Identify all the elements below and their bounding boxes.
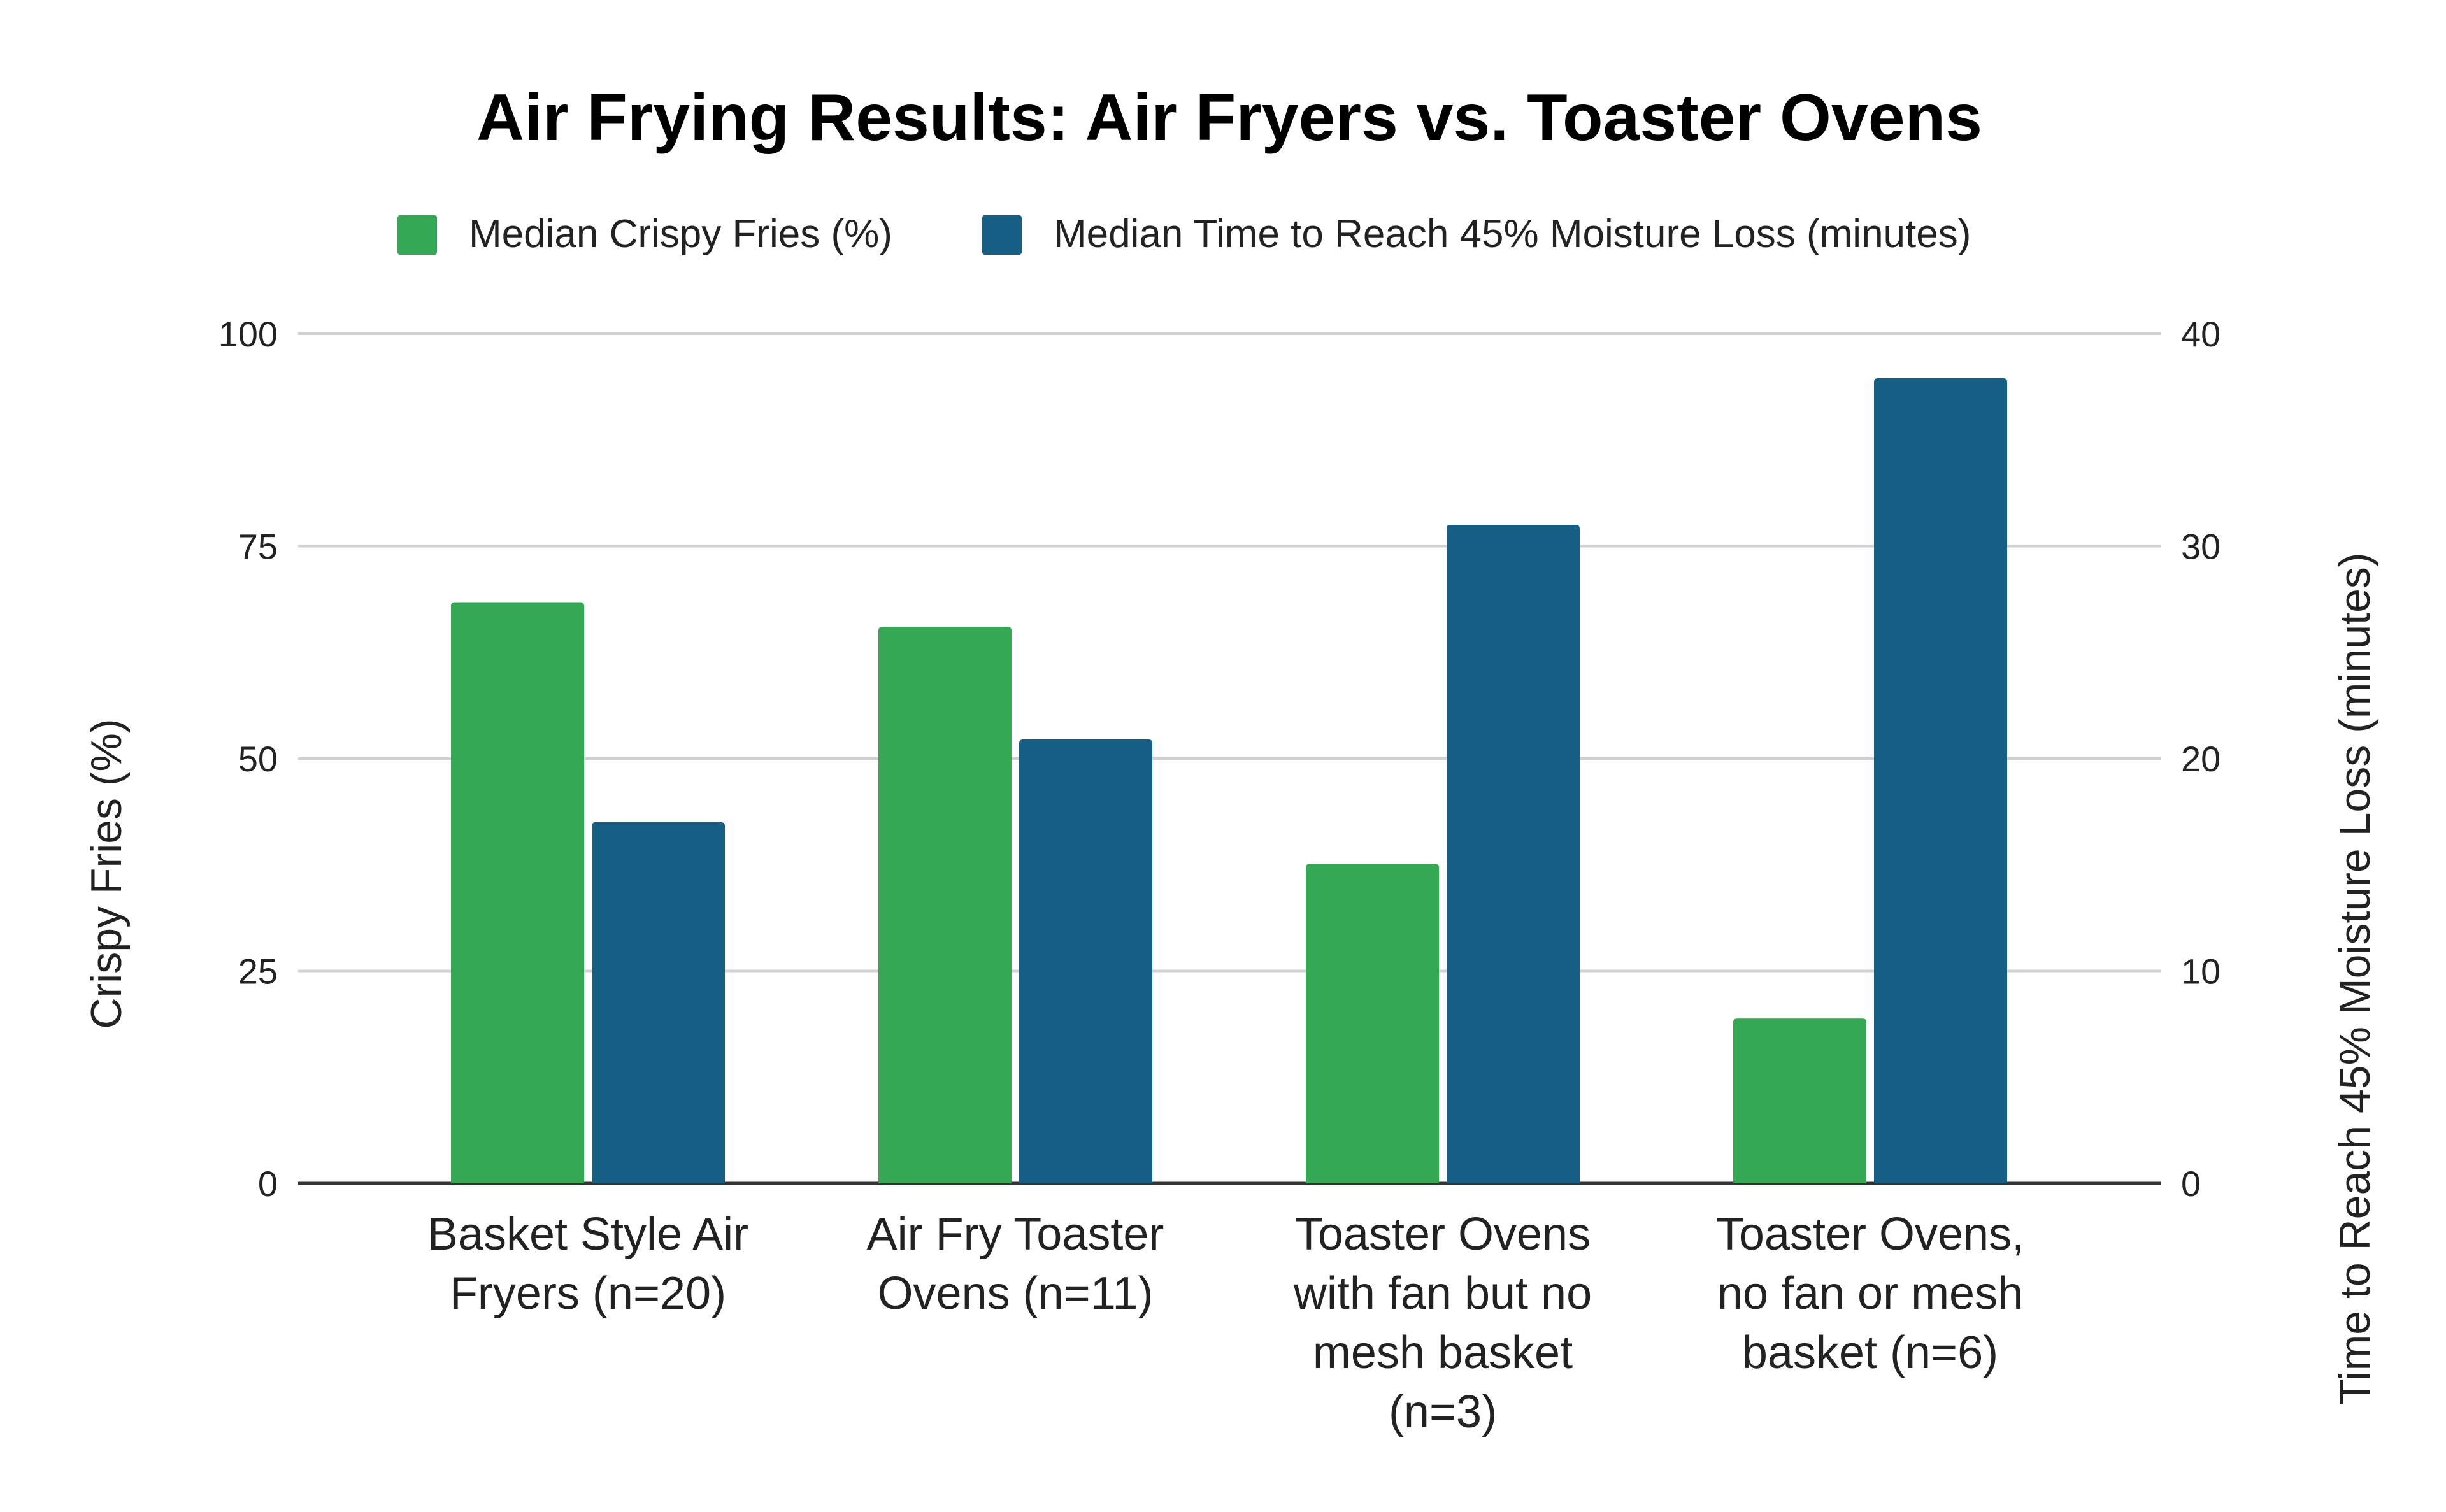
bar-crispy (1306, 864, 1439, 1183)
x-tick-label: (n=3) (1389, 1387, 1497, 1437)
y-tick-left: 0 (258, 1164, 278, 1204)
legend-swatch-time (982, 215, 1022, 255)
x-tick-label: with fan but no (1293, 1268, 1592, 1319)
y-axis-title-right: Time to Reach 45% Moisture Loss (minutes… (2331, 552, 2379, 1405)
y-tick-left: 100 (218, 314, 278, 354)
y-tick-right: 30 (2181, 527, 2221, 567)
y-tick-left: 50 (238, 739, 278, 779)
x-tick-label: Toaster Ovens (1295, 1209, 1591, 1260)
x-tick-label: no fan or mesh (1717, 1268, 2023, 1319)
bar-time (1447, 525, 1580, 1183)
x-tick-label: basket (n=6) (1742, 1327, 1998, 1378)
legend-swatch-crispy (397, 215, 437, 255)
y-tick-left: 25 (238, 952, 278, 992)
y-axis-title-left: Crispy Fries (%) (82, 718, 131, 1029)
bar-crispy (878, 627, 1012, 1183)
x-tick-label: Ovens (n=11) (878, 1268, 1154, 1319)
bar-time (592, 822, 725, 1183)
y-tick-right: 0 (2181, 1164, 2201, 1204)
legend-label-time: Median Time to Reach 45% Moisture Loss (… (1054, 212, 1971, 256)
x-tick-label: Basket Style Air (427, 1209, 748, 1260)
y-tick-right: 10 (2181, 952, 2221, 992)
y-tick-left: 75 (238, 527, 278, 567)
x-tick-label: Fryers (n=20) (450, 1268, 726, 1319)
y-tick-right: 40 (2181, 314, 2221, 354)
y-tick-right: 20 (2181, 739, 2221, 779)
bar-time (1874, 378, 2007, 1184)
x-tick-label: Air Fry Toaster (867, 1209, 1164, 1260)
x-tick-label: mesh basket (1313, 1327, 1573, 1378)
chart-title: Air Frying Results: Air Fryers vs. Toast… (476, 81, 1982, 155)
bar-crispy (451, 602, 584, 1183)
legend: Median Crispy Fries (%) Median Time to R… (397, 212, 1971, 256)
x-tick-label: Toaster Ovens, (1716, 1209, 2024, 1260)
legend-label-crispy: Median Crispy Fries (%) (469, 212, 892, 256)
bar-crispy (1733, 1018, 1866, 1183)
bar-time (1019, 739, 1152, 1183)
